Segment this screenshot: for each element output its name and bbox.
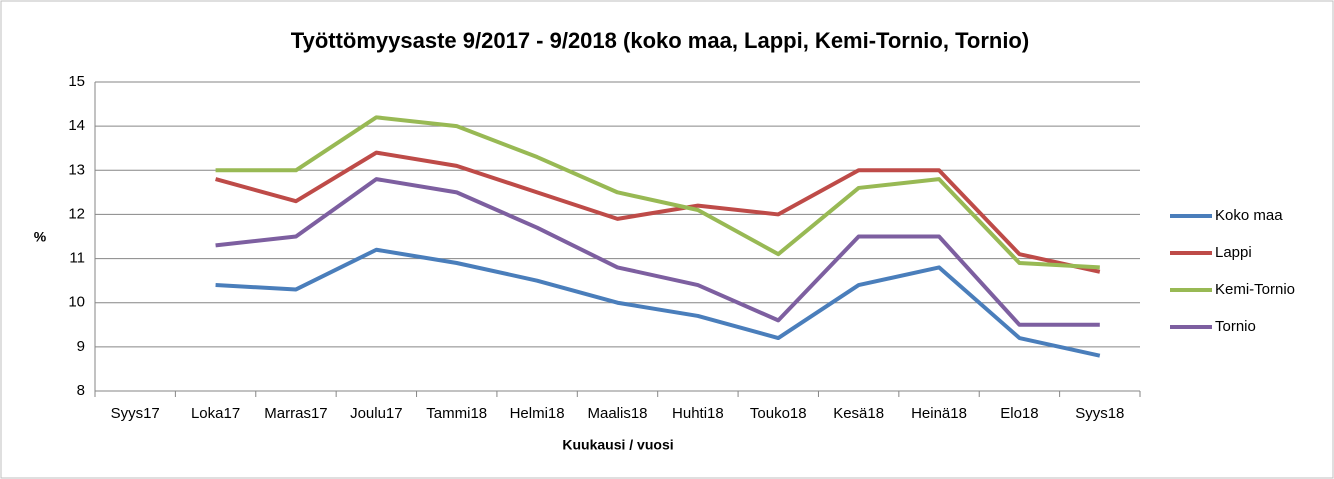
- x-axis-label: Kuukausi / vuosi: [562, 437, 673, 453]
- series-line: [215, 115, 1100, 270]
- chart-title: Työttömyysaste 9/2017 - 9/2018 (koko maa…: [291, 28, 1029, 53]
- x-tick-label: Heinä18: [911, 405, 967, 422]
- x-tick-label: Joulu17: [350, 405, 403, 422]
- series-line: [215, 247, 1101, 358]
- legend-label: Tornio: [1215, 318, 1256, 335]
- y-tick-label: 13: [68, 161, 85, 178]
- y-tick-label: 11: [69, 250, 85, 267]
- y-tick-label: 8: [77, 382, 85, 399]
- legend-label: Koko maa: [1215, 207, 1283, 224]
- y-tick-label: 14: [68, 117, 85, 134]
- series-line: [215, 177, 1100, 327]
- y-tick-label: 12: [68, 205, 85, 222]
- x-tick-label: Tammi18: [426, 405, 487, 422]
- x-tick-label: Maalis18: [587, 405, 647, 422]
- x-tick-label: Syys18: [1075, 405, 1124, 422]
- x-tick-label: Huhti18: [672, 405, 724, 422]
- y-tick-label: 9: [77, 338, 85, 355]
- legend-label: Kemi-Tornio: [1215, 281, 1295, 298]
- x-tick-label: Marras17: [264, 405, 327, 422]
- y-axis-label: %: [34, 229, 47, 245]
- x-tick-label: Kesä18: [833, 405, 884, 422]
- x-tick-label: Helmi18: [510, 405, 565, 422]
- legend-label: Lappi: [1215, 244, 1252, 261]
- x-tick-label: Touko18: [750, 405, 807, 422]
- x-tick-label: Elo18: [1000, 405, 1038, 422]
- x-tick-label: Loka17: [191, 405, 240, 422]
- series-line: [215, 150, 1101, 274]
- y-tick-label: 10: [68, 294, 85, 311]
- y-tick-label: 15: [68, 73, 85, 90]
- x-tick-label: Syys17: [111, 405, 160, 422]
